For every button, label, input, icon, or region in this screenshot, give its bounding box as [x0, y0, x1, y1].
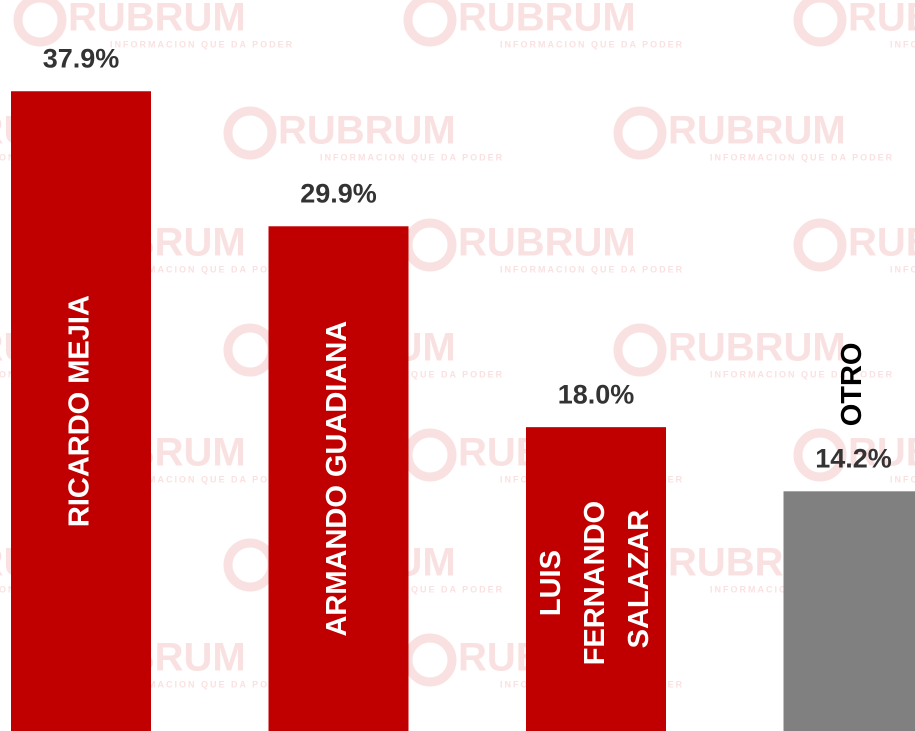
watermark-tagline: INFORMACION QUE DA PODER	[110, 679, 294, 689]
bar	[526, 427, 666, 731]
watermark-text: RUBRUM	[848, 0, 915, 40]
watermark-text: RUBRUM	[68, 0, 246, 40]
watermark-tagline: INFORMACION QUE DA PODER	[710, 152, 894, 162]
watermark-text: RUBRUM	[668, 326, 846, 370]
category-label: RICARDO MEJIA	[64, 295, 96, 527]
watermark-tagline: INFORMACION QUE DA PODER	[500, 39, 684, 49]
watermark-text: RUBRUM	[668, 109, 846, 153]
watermark-tagline: INFORMACION QUE DA PODER	[710, 369, 894, 379]
watermark-tagline: INFORMACION QUE DA PODER	[110, 39, 294, 49]
watermark-text: RUBRUM	[278, 109, 456, 153]
watermark-text: RUBRUM	[848, 431, 915, 475]
bars: 37.9% RICARDO MEJIA 29.9% ARMANDO GUADIANA 1…	[11, 43, 915, 731]
watermark-tagline: INFORMACION QUE DA PODER	[320, 584, 504, 594]
watermark-logo	[793, 428, 847, 482]
value-label: 18.0%	[558, 379, 635, 409]
watermark-logo	[793, 0, 847, 47]
watermark-tagline: INFORMACION QUE DA PODER	[320, 152, 504, 162]
value-label: 37.9%	[43, 43, 120, 73]
category-label: OTRO	[836, 343, 868, 427]
watermark-tagline: INFORMACION QUE DA PODER	[320, 369, 504, 379]
value-label: 14.2%	[815, 443, 892, 473]
watermark-text: RUBRUM	[458, 0, 636, 40]
category-label: LUIS FERNANDO SALAZAR	[535, 493, 655, 665]
value-label: 29.9%	[300, 178, 377, 208]
category-label: ARMANDO GUADIANA	[321, 321, 353, 637]
watermark-tagline: INFORMACION QUE DA PODER	[890, 474, 915, 484]
bar	[783, 491, 915, 731]
watermark-tagline: INFORMACION QUE DA PODER	[110, 474, 294, 484]
watermark-logo	[223, 106, 277, 160]
watermark-logo	[793, 218, 847, 272]
bar	[11, 91, 151, 731]
watermark-logo	[403, 0, 457, 47]
watermark-logo	[613, 323, 667, 377]
watermark-tagline: INFORMACION QUE DA PODER	[110, 264, 294, 274]
watermark-tagline: INFORMACION QUE DA PODER	[890, 39, 915, 49]
watermark-logo	[613, 106, 667, 160]
bar	[268, 226, 409, 731]
watermark-tagline: INFORMACION QUE DA PODER	[500, 264, 684, 274]
watermark-text: RUBRUM	[458, 221, 636, 265]
watermark-text: RUBRUM	[848, 221, 915, 265]
watermark-logo	[13, 0, 67, 47]
watermark-tagline: INFORMACION QUE DA PODER	[890, 264, 915, 274]
